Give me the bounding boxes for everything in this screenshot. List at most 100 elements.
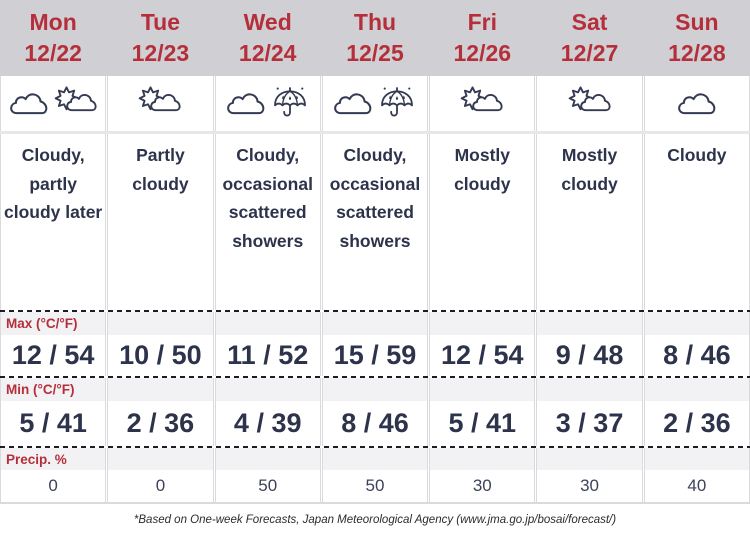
min-temp-value-row: 5 / 41 2 / 36 4 / 39 8 / 46 5 / 41 3 / 37 2 / … [0,401,750,446]
min-temp-cell-sat: 3 / 37 [536,401,643,446]
footer-note: *Based on One-week Forecasts, Japan Mete… [0,504,750,536]
weather-icon-cell-sun [643,76,750,131]
max-temp-cell-sun: 8 / 46 [643,335,750,376]
condition-cell-sat: Mostly cloudy [536,134,643,310]
precip-value-row: 0 0 50 50 30 30 40 [0,470,750,502]
day-date: 12/26 [453,40,512,66]
min-temp-cell-sun: 2 / 36 [643,401,750,446]
precip-label: Precip. % [6,452,67,467]
day-header-cell-fri: Fri 12/26 [429,0,535,76]
condition-cell-sun: Cloudy [643,134,750,310]
dashed-divider [0,376,750,378]
sun-behind-cloud-icon [459,85,505,122]
max-temp-cell-tue: 10 / 50 [107,335,214,376]
table-bottom-edge [0,502,750,504]
day-date: 12/28 [668,40,726,66]
max-label-band-cell-fri [429,312,536,335]
weather-icon-cell-fri [429,76,536,131]
day-header-cell-wed: Wed 12/24 [215,0,321,76]
min-temp-cell-thu: 8 / 46 [321,401,429,446]
max-label: Max (°C/°F) [6,316,78,331]
max-temp-value-row: 12 / 54 10 / 50 11 / 52 15 / 59 12 / 54 9 / 4… [0,335,750,376]
min-label-band-cell-tue [107,378,214,401]
weather-icon-row [0,76,750,131]
day-name: Mon [29,9,77,35]
max-temp-cell-wed: 11 / 52 [214,335,321,376]
source-attribution-text: *Based on One-week Forecasts, Japan Mete… [133,514,617,526]
precip-cell-wed: 50 [214,470,321,502]
dashed-divider [0,310,750,312]
max-label-band-cell-sun [643,312,750,335]
max-temp-cell-sat: 9 / 48 [536,335,643,376]
max-label-band-cell-tue [107,312,214,335]
max-temp-cell-fri: 12 / 54 [429,335,536,376]
max-label-band-cell-mon: Max (°C/°F) [0,312,107,335]
cloud-icon [332,90,374,118]
min-label-band-cell-thu [321,378,429,401]
min-label-band-cell-mon: Min (°C/°F) [0,378,107,401]
condition-description-row: Cloudy, partly cloudy later Partly cloudy… [0,134,750,310]
day-date: 12/23 [131,40,190,66]
day-name: Tue [140,9,181,35]
precip-cell-fri: 30 [429,470,536,502]
day-header-cell-sun: Sun 12/28 [644,0,750,76]
day-header-row: Mon 12/22 Tue 12/23 Wed 12/24 Thu 12/25 Fri 12/26… [0,0,750,76]
min-temp-cell-mon: 5 / 41 [0,401,107,446]
min-temp-cell-tue: 2 / 36 [107,401,214,446]
day-date: 12/24 [238,40,297,66]
day-name: Wed [243,9,292,35]
cloud-icon [225,90,267,118]
umbrella-rain-icon [377,85,417,123]
day-name: Fri [467,9,497,35]
precip-label-band: Precip. % [0,448,750,470]
precip-cell-sun: 40 [643,470,750,502]
sun-behind-cloud-icon [137,85,183,122]
day-header-cell-thu: Thu 12/25 [322,0,428,76]
day-header-cell-sat: Sat 12/27 [536,0,642,76]
min-label: Min (°C/°F) [6,382,75,397]
max-temp-label-band: Max (°C/°F) [0,312,750,335]
day-date: 12/27 [560,40,619,66]
condition-cell-tue: Partly cloudy [107,134,214,310]
dashed-divider [0,446,750,448]
precip-label-band-cell-sat [536,448,643,470]
precip-cell-thu: 50 [321,470,429,502]
min-temp-label-band: Min (°C/°F) [0,378,750,401]
min-label-band-cell-sat [536,378,643,401]
min-temp-cell-wed: 4 / 39 [214,401,321,446]
condition-cell-wed: Cloudy, occasional scattered showers [214,134,321,310]
day-header-cell-mon: Mon 12/22 [0,0,106,76]
cloud-icon [676,90,718,118]
condition-cell-fri: Mostly cloudy [429,134,536,310]
weather-icon-cell-thu [321,76,429,131]
precip-label-band-cell-tue [107,448,214,470]
precip-label-band-cell-wed [214,448,321,470]
precip-label-band-cell-fri [429,448,536,470]
cloud-icon [8,90,50,118]
min-label-band-cell-wed [214,378,321,401]
weather-icon-cell-mon [0,76,107,131]
precip-label-band-cell-thu [321,448,429,470]
precip-label-band-cell-mon: Precip. % [0,448,107,470]
day-header-cell-tue: Tue 12/23 [107,0,213,76]
weather-icon-cell-sat [536,76,643,131]
precip-cell-tue: 0 [107,470,214,502]
max-temp-cell-thu: 15 / 59 [321,335,429,376]
sun-behind-cloud-icon [567,85,613,122]
precip-cell-sat: 30 [536,470,643,502]
min-label-band-cell-sun [643,378,750,401]
day-date: 12/25 [346,40,404,66]
precip-label-band-cell-sun [643,448,750,470]
sun-behind-cloud-icon [53,85,99,122]
max-label-band-cell-sat [536,312,643,335]
precip-cell-mon: 0 [0,470,107,502]
umbrella-rain-icon [270,85,310,123]
weather-icon-cell-wed [214,76,321,131]
day-name: Sat [571,9,608,35]
max-label-band-cell-thu [321,312,429,335]
max-label-band-cell-wed [214,312,321,335]
condition-cell-mon: Cloudy, partly cloudy later [0,134,107,310]
max-temp-cell-mon: 12 / 54 [0,335,107,376]
min-temp-cell-fri: 5 / 41 [429,401,536,446]
